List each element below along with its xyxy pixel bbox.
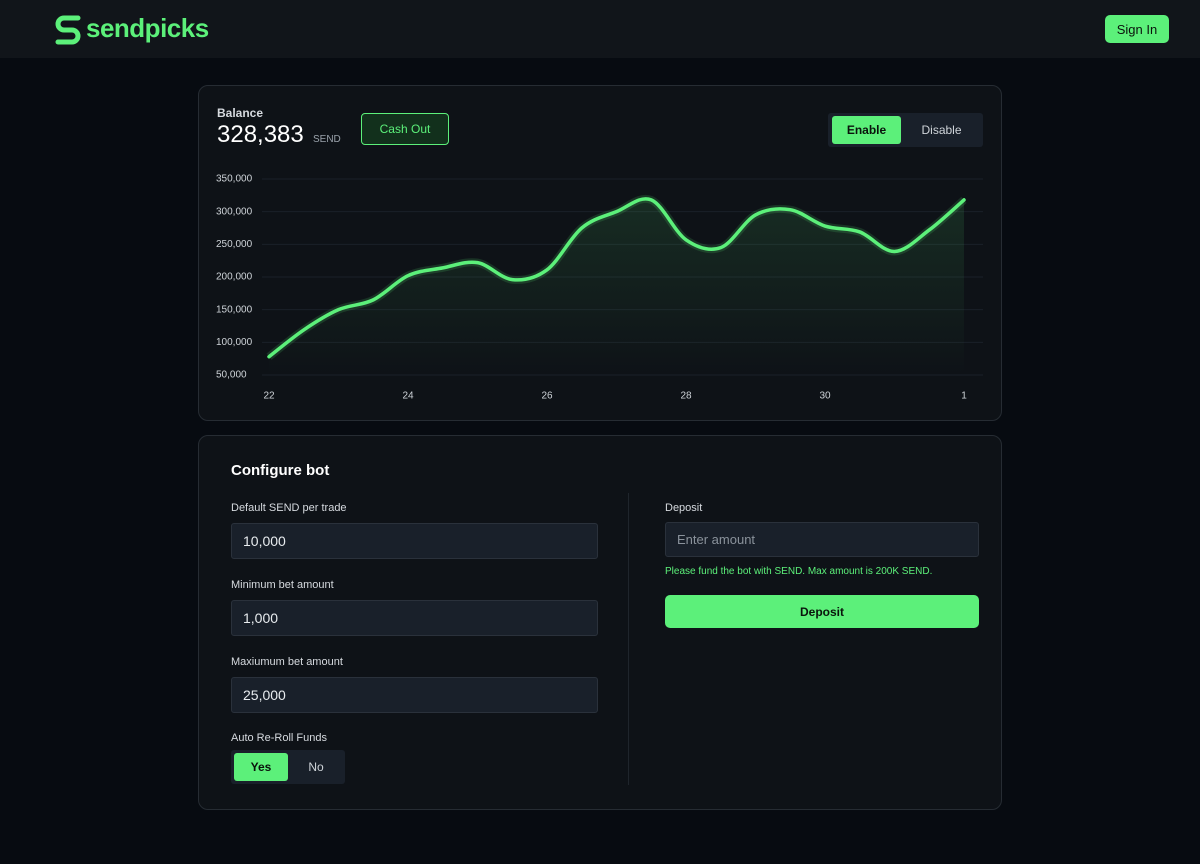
logo-icon [55,15,81,45]
config-title: Configure bot [231,462,330,479]
yes-button[interactable]: Yes [234,753,288,781]
deposit-button[interactable]: Deposit [665,595,979,628]
balance-label: Balance [217,106,264,120]
x-tick-label: 30 [819,391,831,402]
x-tick-label: 1 [961,391,967,402]
max-label: Maxiumum bet amount [231,656,343,668]
x-tick-label: 26 [541,391,553,402]
reroll-label: Auto Re-Roll Funds [231,732,327,744]
cash-out-button[interactable]: Cash Out [361,113,449,145]
x-tick-label: 24 [402,391,414,402]
balance-amount: 328,383 [217,121,304,148]
default-label: Default SEND per trade [231,502,347,514]
balance-unit: SEND [313,134,341,145]
deposit-note: Please fund the bot with SEND. Max amoun… [665,566,933,577]
deposit-label: Deposit [665,502,703,514]
y-tick-label: 350,000 [216,174,253,185]
sign-in-button[interactable]: Sign In [1105,15,1169,43]
y-tick-label: 100,000 [216,337,253,348]
y-tick-label: 200,000 [216,272,253,283]
default-input[interactable]: 10,000 [231,523,598,559]
divider [628,493,629,785]
deposit-input[interactable]: Enter amount [665,522,979,557]
y-tick-label: 50,000 [216,370,247,381]
max-input[interactable]: 25,000 [231,677,598,713]
y-tick-label: 150,000 [216,304,253,315]
x-tick-label: 22 [263,391,275,402]
no-button[interactable]: No [308,760,324,774]
header [0,0,1200,58]
y-tick-label: 300,000 [216,206,253,217]
area [269,198,964,375]
chart: 50,000 100,000 150,000 200,000 250,000 300,00… [216,174,983,402]
logo[interactable]: sendpicks [86,13,209,43]
min-label: Minimum bet amount [231,579,334,591]
y-tick-label: 250,000 [216,239,253,250]
line [267,197,966,359]
enable-button[interactable]: Enable [832,116,901,144]
disable-button[interactable]: Disable [921,123,962,137]
x-tick-label: 28 [680,391,692,402]
min-input[interactable]: 1,000 [231,600,598,636]
